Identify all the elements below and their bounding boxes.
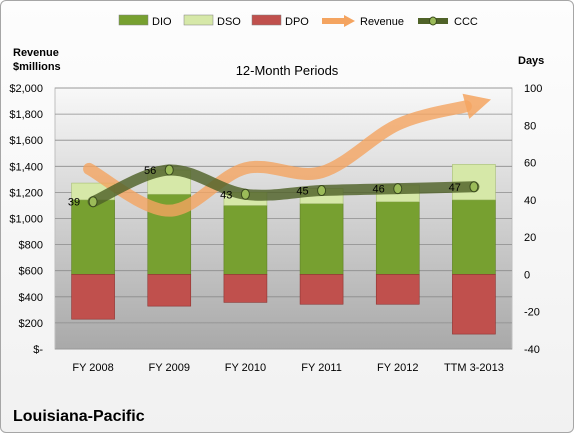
left-tick-label: $200	[19, 318, 43, 330]
dpo-bar	[375, 274, 420, 305]
ccc-data-label: 56	[144, 165, 156, 177]
right-tick-label: 80	[524, 120, 536, 132]
left-tick-label: $2,000	[9, 83, 43, 95]
right-tick-label: 100	[524, 83, 542, 95]
ccc-data-label: 43	[220, 189, 232, 201]
revenue-arrowhead	[462, 93, 492, 119]
ccc-point	[88, 196, 98, 208]
legend-swatch-dio	[118, 14, 149, 26]
left-tick-label: $1,600	[9, 135, 43, 147]
ccc-data-label: 46	[373, 184, 385, 196]
right-tick-label: 20	[524, 232, 536, 244]
dio-bar	[452, 199, 496, 275]
right-tick-label: 0	[524, 269, 530, 281]
dpo-bar	[147, 274, 192, 307]
legend-swatch-dso	[183, 14, 214, 26]
right-axis-title: Days	[518, 55, 544, 67]
dpo-bar	[71, 274, 115, 320]
category-label: FY 2011	[301, 362, 342, 374]
left-tick-label: $800	[19, 240, 43, 252]
category-label: FY 2008	[72, 362, 113, 374]
dio-bar	[223, 205, 268, 275]
legend-label: Revenue	[360, 16, 404, 28]
legend-label: CCC	[454, 16, 478, 28]
left-axis-title: Revenue	[13, 47, 59, 59]
left-tick-label: $1,000	[9, 214, 43, 226]
ccc-point	[164, 164, 174, 176]
ccc-point	[317, 185, 327, 197]
company-name: Louisiana-Pacific	[13, 408, 145, 425]
dpo-bar	[223, 274, 268, 303]
right-tick-label: 60	[524, 158, 536, 170]
legend-swatch-ccc-marker	[429, 16, 437, 26]
dio-bar	[71, 199, 115, 275]
left-axis-title-units: $millions	[13, 61, 61, 73]
ccc-data-label: 45	[296, 186, 308, 198]
dio-bar	[299, 203, 344, 275]
dpo-bar	[299, 274, 344, 305]
left-tick-label: $600	[19, 266, 43, 278]
ccc-data-label: 39	[68, 197, 80, 209]
legend-label: DPO	[285, 16, 309, 28]
legend-label: DIO	[152, 16, 172, 28]
left-tick-label: $1,400	[9, 161, 43, 173]
legend-swatch-dpo	[251, 14, 282, 26]
legend-swatch-revenue-head	[344, 15, 355, 27]
left-tick-label: $-	[33, 344, 43, 356]
dio-bar	[375, 201, 420, 275]
ccc-point	[469, 181, 479, 193]
right-tick-label: -40	[524, 344, 540, 356]
left-tick-label: $1,200	[9, 187, 43, 199]
category-label: FY 2012	[377, 362, 418, 374]
ccc-point	[393, 183, 403, 195]
chart-title: 12-Month Periods	[236, 63, 339, 78]
left-tick-label: $1,800	[9, 109, 43, 121]
category-label: FY 2009	[149, 362, 190, 374]
right-tick-label: -20	[524, 307, 540, 319]
category-label: FY 2010	[225, 362, 266, 374]
ccc-point	[240, 188, 250, 200]
left-tick-label: $400	[19, 292, 43, 304]
dpo-bar	[452, 274, 496, 335]
right-tick-label: 40	[524, 195, 536, 207]
revenue-line	[83, 100, 472, 217]
ccc-data-label: 47	[449, 182, 461, 194]
category-label: TTM 3-2013	[444, 362, 504, 374]
legend-label: DSO	[217, 16, 241, 28]
